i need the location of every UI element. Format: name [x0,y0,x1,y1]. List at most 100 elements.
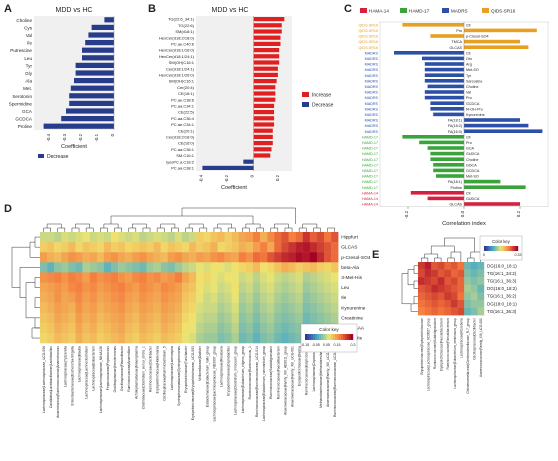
heatmap-cell [477,269,485,278]
heatmap-cell [431,292,438,301]
heatmap-cell [118,232,126,243]
heatmap-cell [61,262,69,273]
metabolite-label: GCDCA [466,102,480,106]
heatmap-cell [89,242,97,253]
heatmap-cell [457,292,465,301]
row-dendrogram [11,236,40,339]
dendrogram-branch [85,227,94,232]
heatmap-cell [470,300,478,308]
heatmap-cell [210,242,218,253]
heatmap-cell [331,232,339,243]
heatmap-cell [82,302,90,313]
group-label: HAMD-17 [362,152,378,156]
color-key-segment [493,246,496,251]
heatmap-cell [103,272,112,283]
column-label: Oscillospiraceae|Flavonifractor [120,345,124,391]
heatmap-cell [167,322,176,334]
heatmap-cell [477,262,485,270]
heatmap-cell [40,302,48,313]
bar [424,73,464,77]
heatmap-cell [316,232,325,243]
color-key-tick: 0.3 [351,343,356,347]
color-key-segment [329,334,332,340]
dendrogram-branch [413,265,418,274]
bar [43,123,114,129]
group-label: MADRS [365,74,379,78]
color-key-segment [323,334,326,340]
category-label: Leu [24,56,32,61]
heatmap-cell [146,322,154,334]
metabolite-label: GLCAS [449,46,462,50]
heatmap-cell [153,282,161,293]
category-label: PC.ae.C40:6 [171,42,195,47]
heatmap-cell [238,322,247,334]
chart-title: MDD vs HC [56,7,93,14]
heatmap-cell [167,262,176,273]
dendrogram-branch [132,223,147,228]
heatmap-cell [111,232,119,243]
color-key-segment [327,334,330,340]
dendrogram-branch [421,257,429,262]
heatmap-cell [281,242,289,253]
heatmap-cell [267,252,275,263]
legend-swatch [302,92,309,97]
heatmap-cell [331,262,339,273]
dendrogram-branch [34,236,40,248]
heatmap-cell [167,252,176,263]
heatmap-cell [470,269,478,278]
category-label: Val [26,33,32,38]
heatmap-cell [139,322,147,334]
column-label: Ruminococcaceae|Ruminococcaceae_UCG-005 [333,346,337,417]
heatmap-cell [418,262,425,270]
heatmap-cell [295,272,303,283]
column-label: Lachnospiraceae|Eubacterium_ruminantium_… [262,346,266,421]
heatmap-cell [174,262,183,273]
heatmap-cell [54,333,62,344]
heatmap-cell [231,262,239,273]
heatmap-cell [477,307,485,316]
heatmap-cell [431,300,438,308]
heatmap-cell [203,302,211,313]
heatmap-cell [196,302,204,313]
heatmap-cell [316,312,325,324]
heatmap-cell [451,284,458,293]
heatmap-cell [118,242,126,253]
heatmap-cell [245,312,254,324]
tick-label: -0.2 [224,174,229,182]
heatmap-cell [174,302,183,313]
heatmap-cell [89,262,97,273]
heatmap-cell [89,302,97,313]
heatmap-cell [54,282,62,293]
heatmap-cell [153,302,161,313]
group-label: MADRS [365,51,379,55]
heatmap-cell [238,232,247,243]
color-key-segment [499,246,502,251]
legend-swatch [482,8,489,13]
heatmap-cell [477,292,485,301]
legend-label: Decrease [47,154,69,160]
heatmap-cell [167,232,176,243]
metabolite-label: Val [466,91,471,95]
category-label: lysoPC.a.C18:2 [166,159,195,164]
bar [253,91,276,96]
group-label: HAMD-17 [362,158,378,162]
heatmap-cell [132,333,140,344]
dendrogram-branch [43,227,51,232]
column-label: Oscillospiraceae|Oscillibacter [473,317,477,360]
dendrogram-branch [199,227,208,232]
heatmap-cell [182,252,190,263]
heatmap-cell [132,302,140,313]
heatmap-cell [118,272,126,283]
metabolite-label: Kynurenine [466,113,485,117]
panel-letter: B [148,3,156,15]
dendrogram-branch [11,246,30,288]
heatmap-cell [146,242,154,253]
heatmap-cell [111,302,119,313]
heatmap-cell [103,252,112,263]
legend-label: HAMA-14 [369,9,389,14]
heatmap-cell [260,272,268,283]
heatmap-cell [40,262,48,273]
bar [253,60,280,65]
heatmap-cell [103,232,112,243]
dendrogram-branch [256,227,264,232]
